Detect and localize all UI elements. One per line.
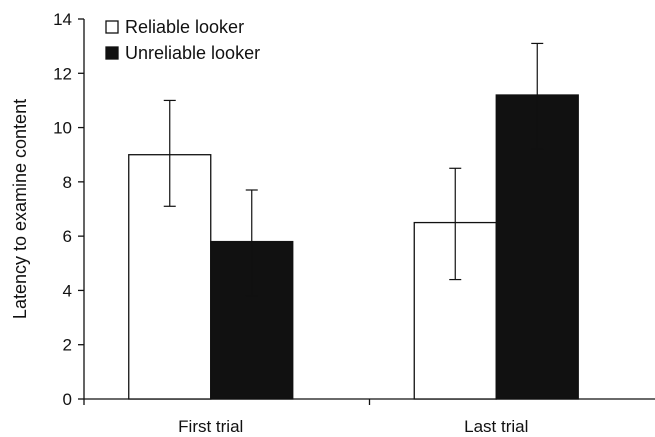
y-tick-label: 4 xyxy=(63,281,72,300)
y-tick-label: 0 xyxy=(63,390,72,409)
y-tick-label: 2 xyxy=(63,336,72,355)
y-tick-label: 8 xyxy=(63,173,72,192)
y-tick-label: 6 xyxy=(63,227,72,246)
legend-swatch xyxy=(105,46,119,60)
y-tick-label: 12 xyxy=(53,64,72,83)
y-ticks: 0 2 4 6 8 10 12 14 xyxy=(53,10,84,409)
y-tick-label: 14 xyxy=(53,10,72,29)
x-category-label: First trial xyxy=(178,417,243,436)
x-ticks: First trial Last trial xyxy=(83,399,528,436)
x-category-label: Last trial xyxy=(464,417,528,436)
legend: Reliable looker Unreliable looker xyxy=(105,17,260,63)
legend-swatch xyxy=(105,20,119,34)
y-tick-label: 10 xyxy=(53,119,72,138)
bars xyxy=(128,94,579,400)
error-bars xyxy=(163,42,544,297)
y-axis-title: Latency to examine content xyxy=(10,99,30,319)
legend-label: Unreliable looker xyxy=(125,43,260,63)
legend-label: Reliable looker xyxy=(125,17,244,37)
